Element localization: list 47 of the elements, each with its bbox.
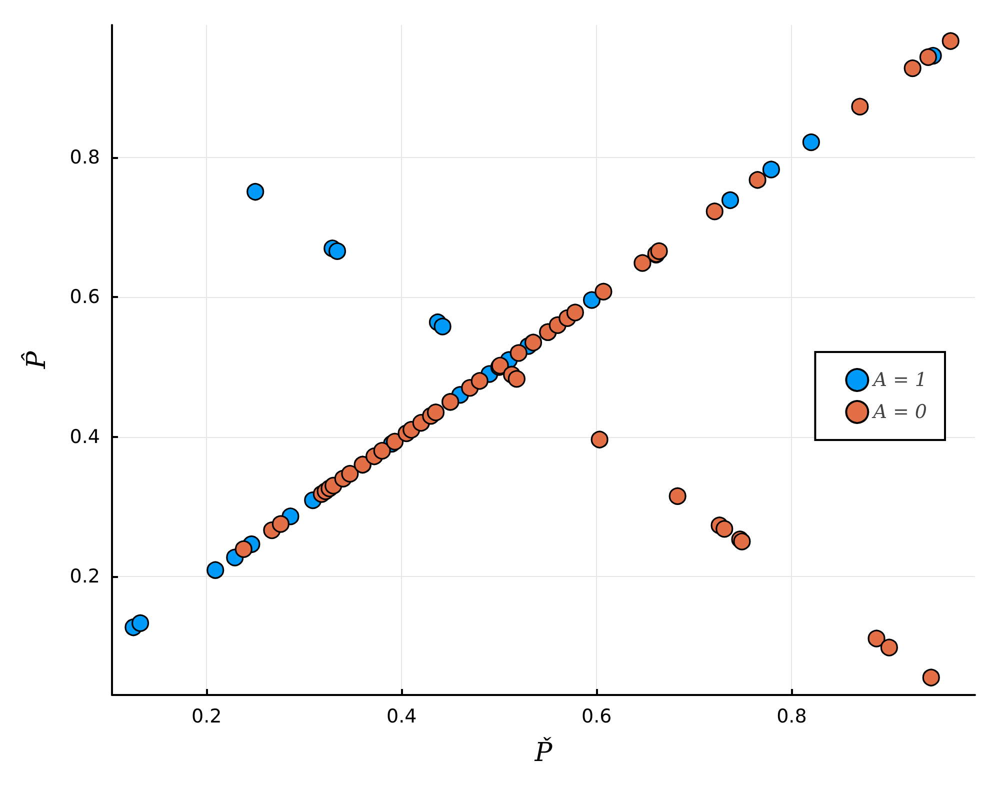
point bbox=[880, 638, 898, 656]
point bbox=[668, 487, 686, 505]
point bbox=[386, 432, 404, 450]
y-axis-title: P̂ bbox=[20, 350, 52, 370]
point bbox=[508, 370, 526, 388]
point bbox=[328, 242, 346, 260]
point bbox=[706, 202, 724, 220]
point bbox=[802, 133, 820, 152]
point bbox=[919, 48, 937, 66]
point bbox=[922, 668, 940, 686]
point bbox=[748, 171, 766, 189]
point bbox=[341, 464, 359, 483]
point bbox=[470, 372, 488, 390]
point bbox=[904, 59, 922, 78]
point bbox=[234, 540, 252, 558]
x-tick-label: 0.6 bbox=[582, 706, 612, 728]
y-tick-label: 0.6 bbox=[70, 286, 100, 308]
point bbox=[721, 191, 740, 209]
point bbox=[426, 404, 445, 422]
x-tick-label: 0.4 bbox=[386, 706, 417, 728]
point bbox=[650, 242, 668, 260]
point bbox=[566, 304, 584, 322]
legend-label: A = 1 bbox=[871, 369, 928, 391]
point bbox=[582, 291, 601, 309]
x-axis-title: P̌ bbox=[534, 736, 553, 768]
x-tick-label: 0.2 bbox=[191, 706, 222, 728]
y-tick-label: 0.8 bbox=[70, 146, 100, 169]
point bbox=[510, 344, 528, 362]
point bbox=[868, 630, 886, 648]
point bbox=[434, 318, 452, 336]
point bbox=[851, 98, 869, 116]
point bbox=[131, 614, 150, 632]
point bbox=[634, 254, 652, 272]
point bbox=[373, 442, 391, 460]
point bbox=[246, 183, 264, 201]
point bbox=[590, 430, 608, 448]
point bbox=[716, 520, 734, 538]
y-tick-label: 0.2 bbox=[70, 565, 100, 588]
point bbox=[272, 515, 290, 533]
point bbox=[524, 334, 542, 352]
y-tick-label: 0.4 bbox=[70, 426, 100, 448]
point bbox=[206, 561, 224, 579]
x-tick-label: 0.8 bbox=[776, 706, 807, 728]
legend-label: A = 0 bbox=[871, 401, 928, 423]
point bbox=[594, 282, 612, 300]
point bbox=[762, 160, 780, 178]
point bbox=[942, 32, 960, 50]
